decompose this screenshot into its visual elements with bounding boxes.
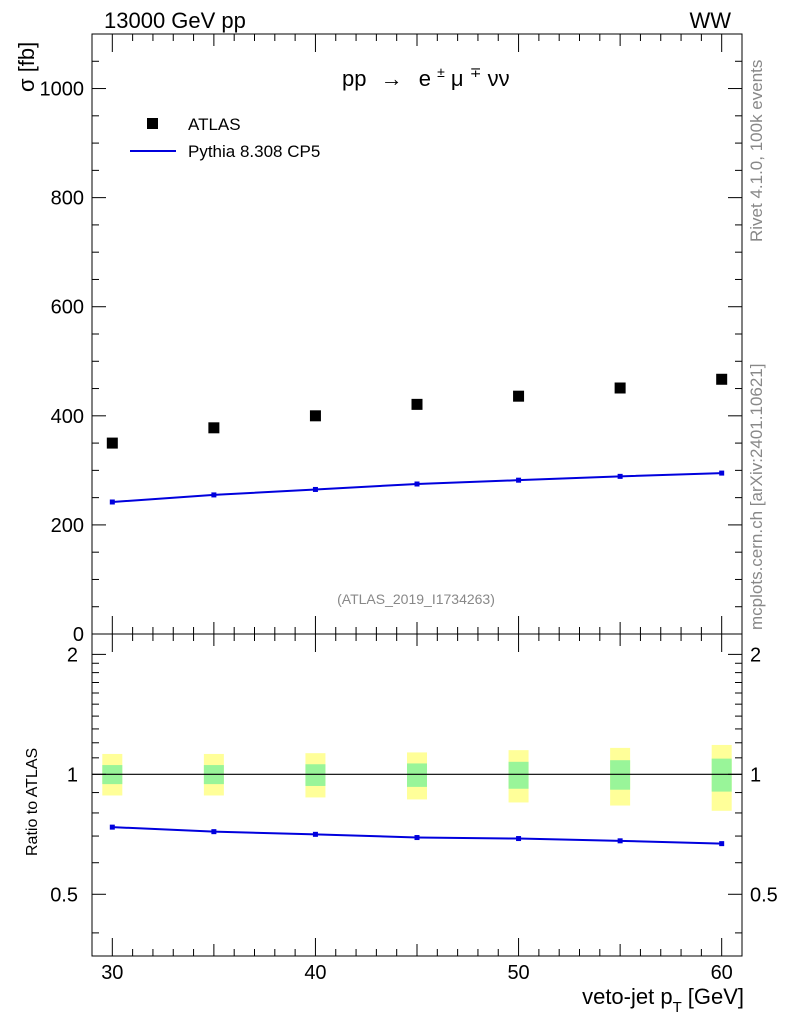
ratio-data-marks <box>92 773 742 847</box>
main-y-tick-label: 800 <box>51 188 84 210</box>
source-label: mcplots.cern.ch [arXiv:2401.10621] <box>747 364 766 630</box>
rivet-label: Rivet 4.1.0, 100k events <box>747 60 766 242</box>
pythia-point <box>109 499 115 505</box>
main-y-tick-label: 400 <box>51 406 84 428</box>
atlas-marker <box>208 422 220 434</box>
ratio-pythia-point <box>414 835 420 841</box>
title-lhs: pp <box>342 66 366 91</box>
legend: ATLAS Pythia 8.308 CP5 <box>130 115 320 161</box>
ratio-band-inner <box>610 760 631 790</box>
ratio-pythia-point <box>617 838 623 844</box>
pythia-point <box>414 481 420 487</box>
title-electron: e <box>419 66 431 91</box>
ratio-uncertainty-bands <box>102 744 732 811</box>
ratio-x-axis: 30 40 50 60 <box>101 634 733 984</box>
legend-atlas-marker <box>147 118 158 129</box>
ratio-pythia-point <box>312 831 318 837</box>
ratio-y-tick-label-right: 0.5 <box>750 884 778 906</box>
ratio-band-inner <box>508 761 529 789</box>
main-y-axis: 0 200 400 600 800 1000 <box>40 33 742 646</box>
legend-atlas-label: ATLAS <box>188 115 241 134</box>
title-muon: μ <box>451 66 464 91</box>
pythia-point <box>719 470 725 476</box>
ratio-y-tick-label: 1 <box>67 764 78 786</box>
main-y-axis-label: σ [fb] <box>14 42 39 92</box>
x-axis-label-sub: T <box>673 999 682 1016</box>
ratio-pythia-point <box>516 836 522 842</box>
ratio-y-tick-label: 0.5 <box>50 884 78 906</box>
process-label: WW <box>689 8 731 33</box>
x-tick-label: 40 <box>304 962 326 984</box>
ratio-band-inner <box>305 764 326 786</box>
pythia-point <box>211 492 217 498</box>
ratio-band-inner <box>407 763 427 787</box>
main-x-axis <box>111 34 723 634</box>
pythia-point <box>617 473 623 479</box>
x-tick-label: 60 <box>711 962 733 984</box>
pythia-line <box>112 472 722 503</box>
ratio-pythia-point <box>109 824 115 830</box>
atlas-marker <box>513 390 525 402</box>
x-axis-label-main: veto-jet p <box>582 984 673 1009</box>
ratio-y-axis-label: Ratio to ATLAS <box>24 748 41 856</box>
ratio-y-tick-label: 2 <box>67 644 78 666</box>
ratio-y-tick-label-right: 1 <box>750 764 761 786</box>
x-axis-label: veto-jet pT [GeV] <box>582 984 744 1016</box>
atlas-marker <box>716 373 728 385</box>
main-y-tick-label: 200 <box>51 515 84 537</box>
title-electron-sup: ± <box>437 64 445 80</box>
title-arrow: → <box>381 66 403 91</box>
atlas-marker <box>106 437 118 449</box>
title-neutrinos: νν <box>488 66 510 91</box>
energy-label: 13000 GeV pp <box>104 8 246 33</box>
main-y-tick-label: 1000 <box>40 79 85 101</box>
ratio-y-axis: 0.5 0.5 1 1 2 2 <box>50 644 778 934</box>
title-muon-sup: ∓ <box>470 64 482 80</box>
ratio-panel: 0.5 0.5 1 1 2 2 30 40 50 60 Ratio to ATLAS veto-… <box>24 633 778 1016</box>
main-data-marks <box>106 373 728 505</box>
x-axis-label-unit: [GeV] <box>688 984 744 1009</box>
analysis-watermark: (ATLAS_2019_I1734263) <box>337 591 495 607</box>
pythia-point <box>312 486 318 492</box>
x-tick-label: 50 <box>507 962 529 984</box>
main-y-tick-label: 0 <box>73 624 84 646</box>
atlas-marker <box>309 410 321 422</box>
main-y-tick-label: 600 <box>51 297 84 319</box>
ratio-pythia-point <box>719 841 725 847</box>
x-tick-label: 30 <box>101 962 123 984</box>
atlas-marker <box>411 398 423 410</box>
main-panel: 0 200 400 600 800 1000 σ [fb] pp → e ± μ ∓ νν… <box>14 33 743 646</box>
ratio-pythia-point <box>211 829 217 835</box>
chart-title: pp → e ± μ ∓ νν <box>342 57 510 91</box>
ratio-band-inner <box>711 758 732 792</box>
legend-pythia-label: Pythia 8.308 CP5 <box>188 142 320 161</box>
atlas-marker <box>614 382 626 394</box>
pythia-point <box>516 477 522 483</box>
ratio-y-tick-label-right: 2 <box>750 644 761 666</box>
